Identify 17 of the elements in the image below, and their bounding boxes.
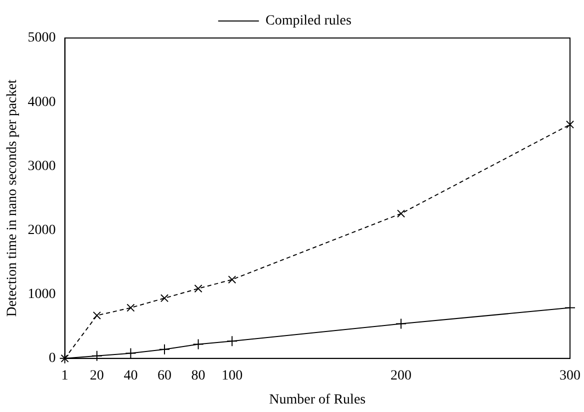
x-tick-label: 80 [191, 368, 206, 384]
x-tick-label: 100 [222, 368, 243, 384]
y-tick-label: 3000 [28, 158, 56, 174]
y-axis-title: Detection time in nano seconds per packet [5, 80, 20, 317]
x-tick-label: 300 [560, 368, 580, 384]
x-tick-label: 1 [61, 368, 68, 384]
x-tick-label: 60 [157, 368, 172, 384]
x-tick-label: 40 [124, 368, 138, 384]
y-tick-label: 4000 [28, 94, 56, 110]
y-tick-label: 1000 [28, 286, 56, 302]
y-tick-label: 2000 [28, 222, 56, 238]
y-tick-label: 0 [48, 351, 56, 366]
x-tick-label: 20 [90, 368, 104, 384]
x-axis-title: Number of Rules [269, 392, 366, 408]
x-tick-label: 200 [390, 368, 412, 384]
legend-label: Compiled rules [266, 14, 352, 29]
y-tick-label: 5000 [28, 30, 56, 46]
